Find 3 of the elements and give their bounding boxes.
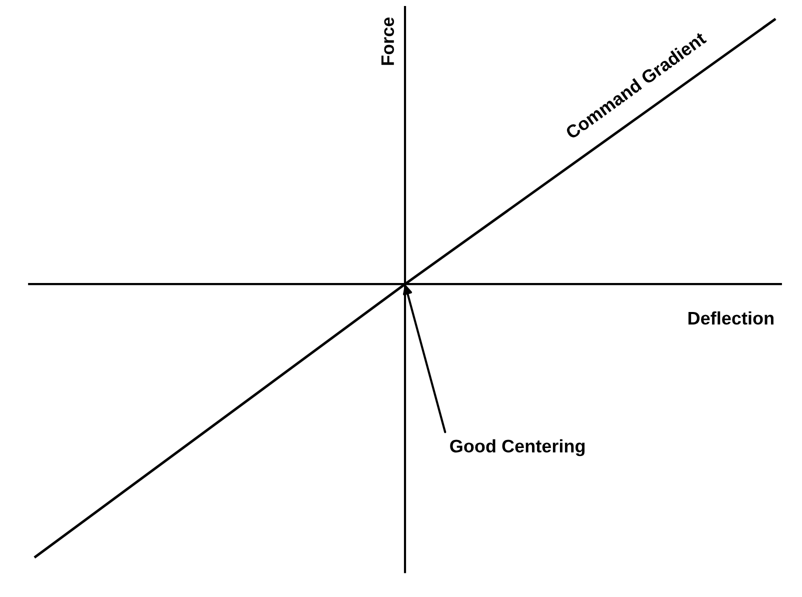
y-axis-title: Force: [381, 17, 394, 65]
x-axis-title: Deflection: [688, 311, 774, 325]
annotation: Good Centering: [450, 439, 585, 456]
